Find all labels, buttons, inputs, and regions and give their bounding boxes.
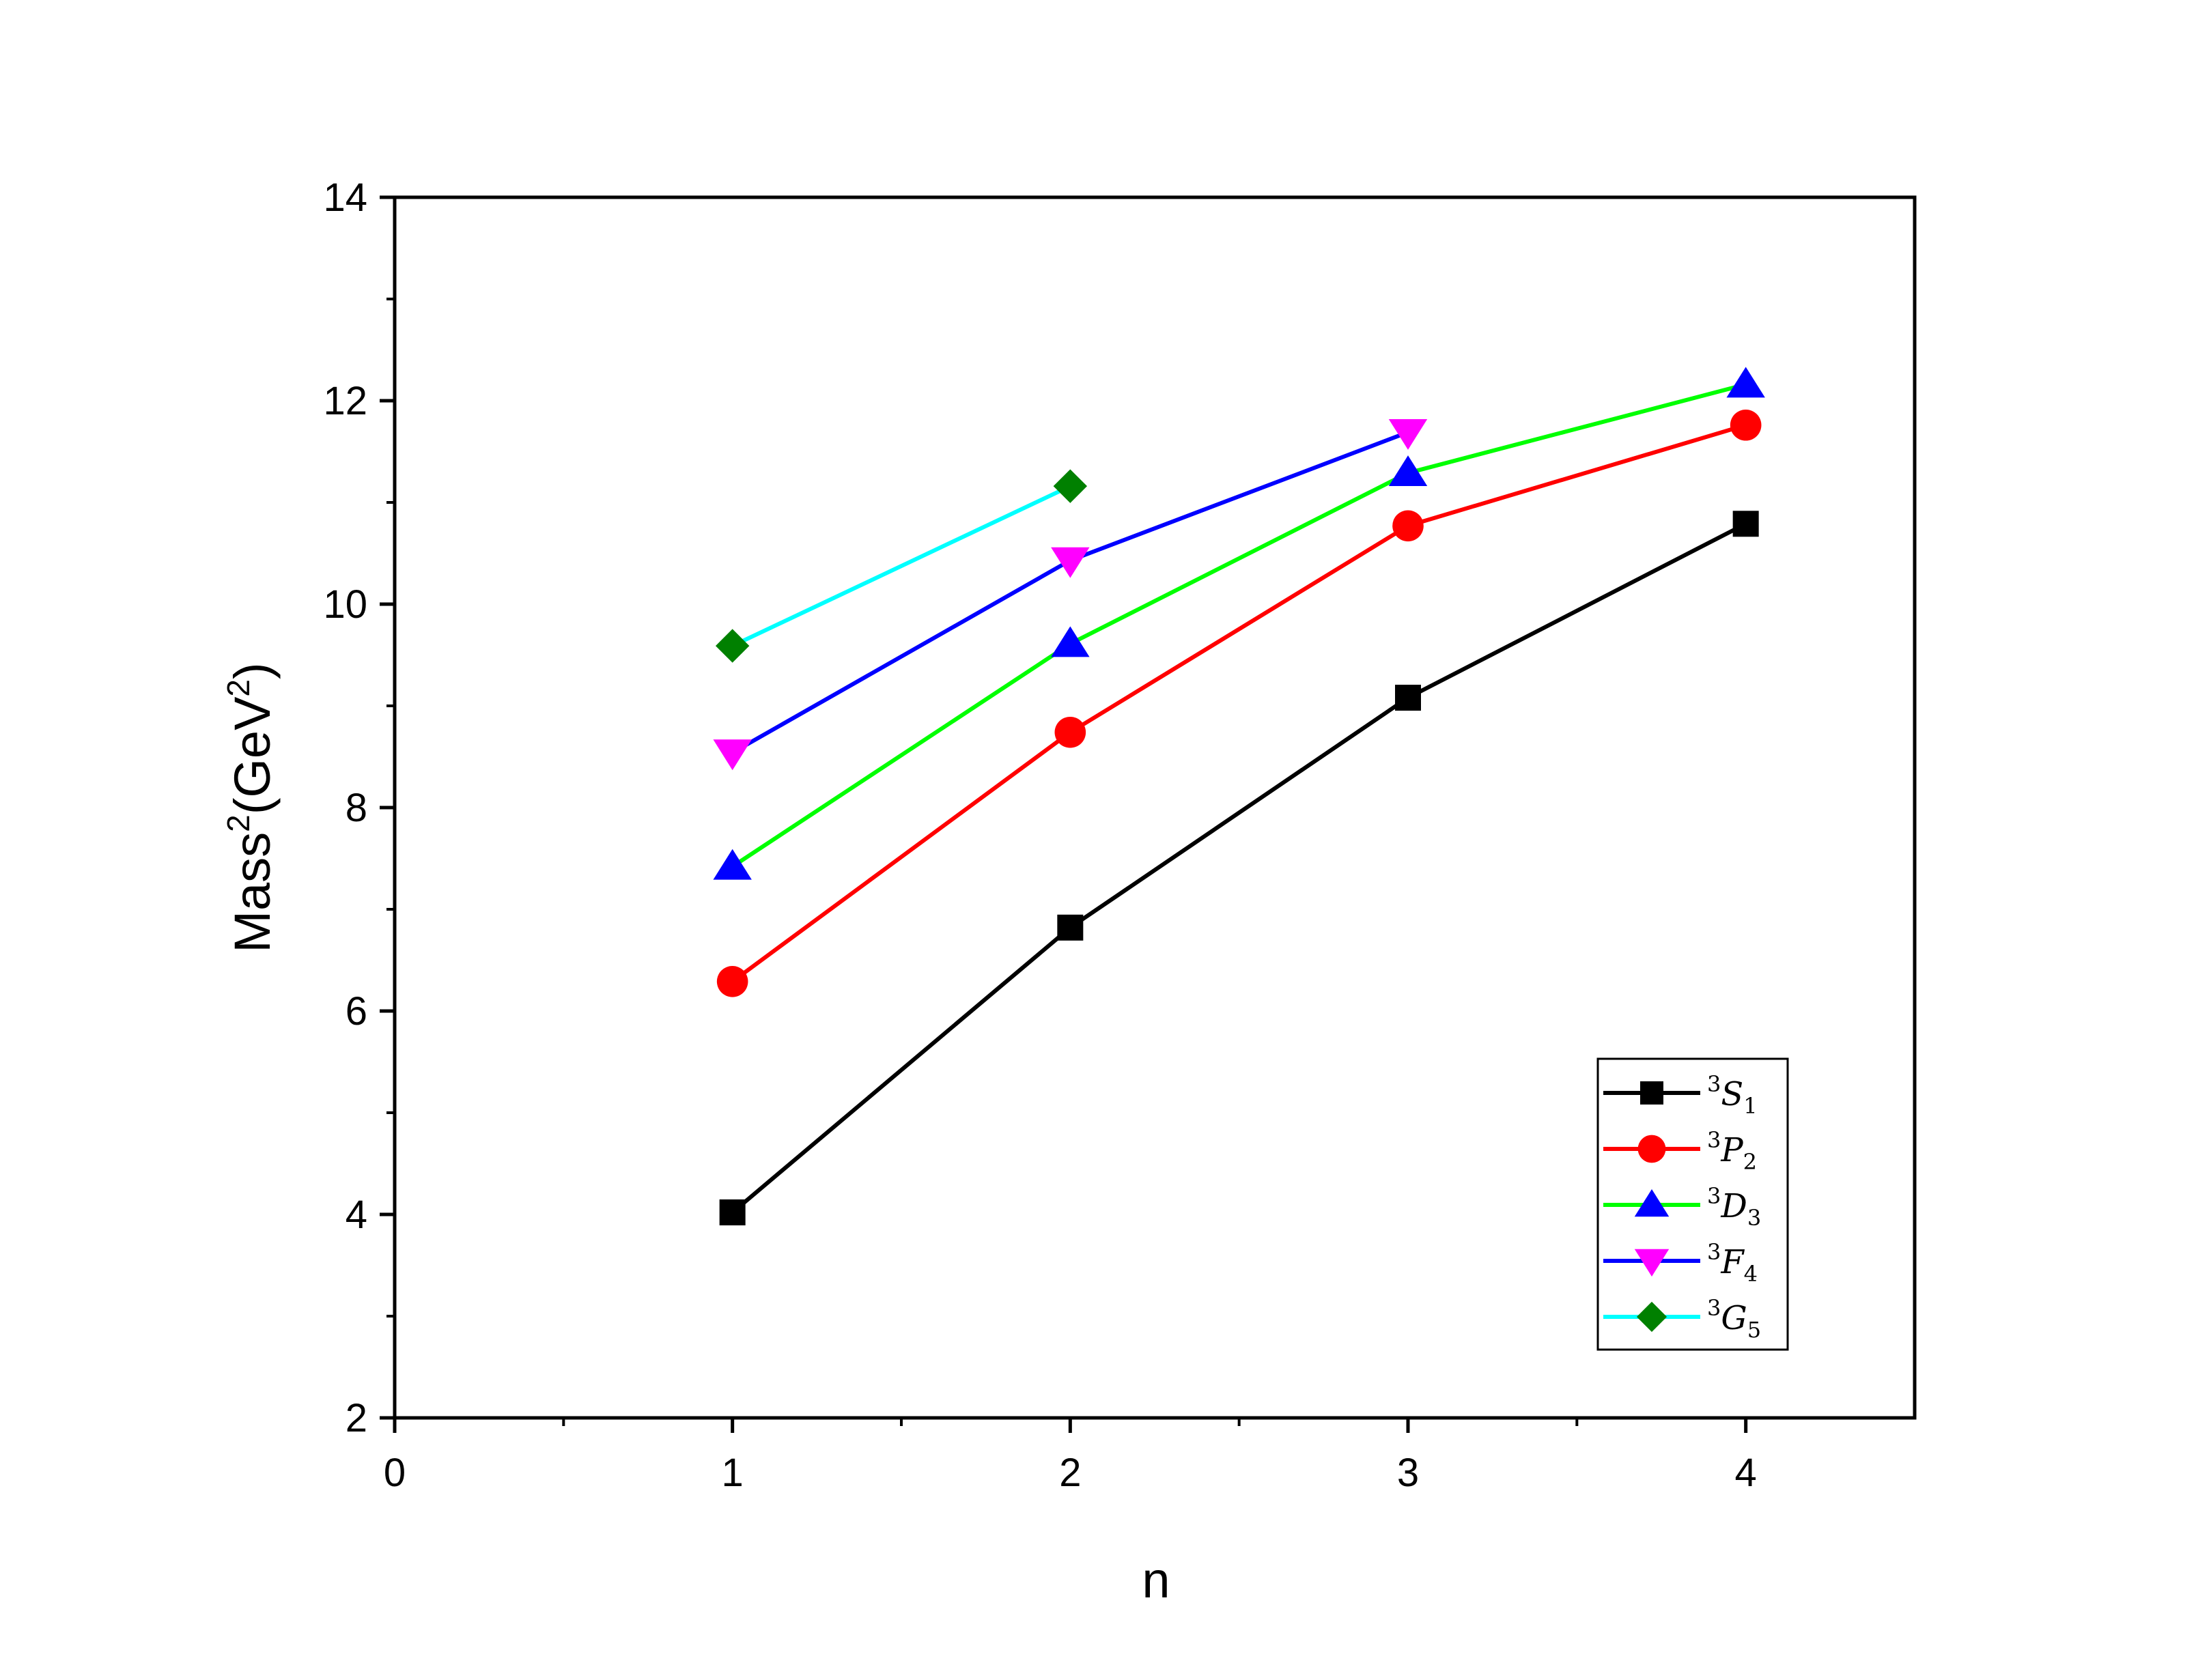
y-axis-title: Mass2(GeV2) [221, 662, 281, 952]
legend-label-letter: G [1721, 1299, 1747, 1337]
series-line-3G5 [731, 484, 1071, 648]
legend-label-letter: P [1720, 1131, 1743, 1169]
y-tick-label: 14 [323, 175, 367, 220]
y-tick-label: 12 [323, 379, 367, 423]
y-axis-title-close: ) [224, 662, 281, 679]
legend-label-sub: 3 [1747, 1205, 1761, 1231]
legend-label-sub: 4 [1744, 1261, 1758, 1287]
legend-label-sup: 3 [1707, 1183, 1721, 1209]
x-axis-title: n [1142, 1552, 1170, 1608]
data-point-3F4 [1388, 418, 1428, 450]
series-line-3P2 [731, 423, 1747, 984]
x-tick-label: 3 [1397, 1451, 1419, 1495]
y-tick-label: 6 [346, 989, 367, 1034]
data-point-3P2 [1392, 510, 1424, 542]
y-tick-label: 10 [323, 582, 367, 627]
legend-label-letter: D [1720, 1187, 1747, 1225]
legend-label-letter: F [1720, 1243, 1745, 1281]
legend-label-3G5: 3G5 [1707, 1295, 1761, 1343]
data-point-3S1 [719, 1199, 746, 1226]
legend-label-letter: S [1721, 1075, 1743, 1113]
legend-label-sup: 3 [1707, 1071, 1721, 1097]
legend-marker-3D3 [1634, 1189, 1670, 1217]
x-tick-label: 2 [1059, 1451, 1081, 1495]
legend-label-3D3: 3D3 [1707, 1183, 1761, 1231]
data-point-3D3 [1388, 455, 1428, 487]
data-point-3D3 [1051, 626, 1090, 657]
series-line-3D3 [731, 382, 1747, 868]
y-axis-title-sup: 2 [221, 814, 256, 832]
x-tick-label: 4 [1735, 1451, 1757, 1495]
legend-label-sub: 2 [1743, 1149, 1757, 1175]
data-point-3G5 [715, 629, 750, 663]
legend-label-3S1: 3S1 [1707, 1071, 1758, 1119]
legend-label-3P2: 3P2 [1707, 1127, 1757, 1175]
y-tick-label: 8 [346, 786, 367, 830]
legend-marker-3G5 [1636, 1301, 1667, 1333]
data-point-3D3 [713, 849, 752, 880]
legend-label-sup: 3 [1707, 1239, 1721, 1265]
data-point-3F4 [713, 739, 752, 771]
series-layer [713, 367, 1765, 1226]
data-point-3P2 [1054, 716, 1086, 748]
legend-marker-3P2 [1637, 1135, 1666, 1163]
x-tick-label: 1 [722, 1451, 744, 1495]
data-point-3P2 [716, 965, 748, 997]
data-point-3P2 [1730, 409, 1762, 441]
legend-label-sub: 5 [1747, 1317, 1761, 1343]
y-tick-label: 4 [346, 1193, 367, 1237]
x-tick-label: 0 [384, 1451, 406, 1495]
y-axis-title-unit-sup: 2 [221, 679, 256, 697]
data-point-3D3 [1726, 367, 1765, 398]
legend-label-sub: 1 [1743, 1093, 1757, 1119]
legend-marker-3S1 [1640, 1081, 1663, 1105]
legend-label-sup: 3 [1707, 1127, 1721, 1153]
series-line-3S1 [731, 522, 1747, 1214]
y-axis-title-main: Mass [224, 832, 281, 953]
y-tick-label: 2 [346, 1396, 367, 1440]
data-point-3S1 [1395, 685, 1421, 711]
legend-marker-3F4 [1634, 1249, 1670, 1277]
data-point-3S1 [1732, 511, 1759, 537]
y-axis-title-unit: (GeV [224, 696, 281, 814]
legend-label-sup: 3 [1707, 1295, 1721, 1321]
data-point-3F4 [1051, 547, 1090, 578]
data-point-3G5 [1053, 469, 1088, 503]
legend-label-3F4: 3F4 [1707, 1239, 1758, 1287]
data-point-3S1 [1057, 914, 1084, 941]
